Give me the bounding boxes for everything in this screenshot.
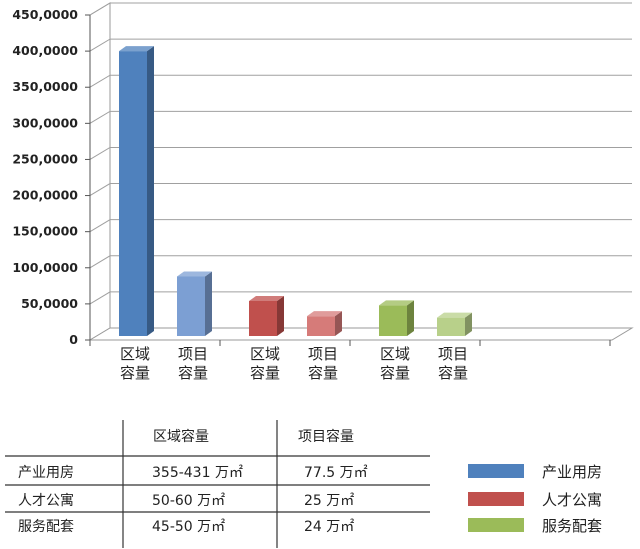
- y-tick-label: 150,0000: [12, 224, 78, 239]
- bar-side: [335, 311, 342, 336]
- legend-swatch-apartment: [468, 492, 524, 506]
- bar-front: [437, 317, 465, 336]
- x-category-label: 区域: [120, 345, 150, 363]
- gridline: [89, 219, 632, 233]
- bar-top: [119, 46, 154, 52]
- legend-label: 产业用房: [542, 463, 603, 481]
- chart-floor: [88, 327, 634, 341]
- table-cell-project: 24 万㎡: [304, 519, 355, 535]
- gridline: [89, 2, 632, 16]
- x-category-label: 容量: [250, 364, 280, 382]
- y-tick-label: 300,0000: [12, 115, 78, 130]
- x-category-label: 区域: [380, 345, 410, 363]
- y-tick-label: 0: [69, 332, 78, 347]
- x-category-label: 容量: [178, 364, 208, 382]
- bar-front: [307, 316, 335, 336]
- bar-top: [177, 271, 212, 277]
- chart-bars: [119, 46, 472, 336]
- y-tick-label: 250,0000: [12, 151, 78, 166]
- x-category-label: 项目: [178, 345, 208, 363]
- bar-front: [177, 276, 205, 336]
- table-row-name: 服务配套: [18, 519, 74, 535]
- bar-side: [407, 300, 414, 336]
- y-tick-label: 350,0000: [12, 79, 78, 94]
- gridline: [89, 255, 632, 269]
- table-row-name: 人才公寓: [18, 493, 74, 509]
- table-cell-project: 77.5 万㎡: [304, 465, 368, 481]
- bar: [437, 312, 472, 336]
- table-cell-region: 45-50 万㎡: [152, 519, 226, 535]
- y-tick-label: 100,0000: [12, 260, 78, 275]
- bar-front: [249, 301, 277, 336]
- gridline: [89, 38, 632, 52]
- y-axis-tick-labels: 0 50,0000 100,0000 150,0000 200,0000 250,0000…: [12, 7, 78, 347]
- table-header-project: 项目容量: [298, 429, 354, 445]
- y-tick-label: 200,0000: [12, 188, 78, 203]
- bar-front: [379, 305, 407, 336]
- gridline: [89, 74, 632, 88]
- bar-side: [205, 271, 212, 336]
- bar-side: [465, 312, 472, 336]
- gridline: [89, 291, 632, 305]
- chart-side-wall: [89, 2, 111, 341]
- bar: [177, 271, 212, 336]
- bar: [119, 46, 154, 336]
- y-tick-label: 400,0000: [12, 43, 78, 58]
- x-category-label: 容量: [438, 364, 468, 382]
- bar-side: [147, 46, 154, 336]
- legend-label: 人才公寓: [542, 491, 603, 509]
- legend-swatch-service: [468, 518, 524, 532]
- bar-top: [249, 296, 284, 301]
- bar-chart: 0 50,0000 100,0000 150,0000 200,0000 250,0000…: [12, 2, 634, 382]
- bar: [249, 296, 284, 336]
- y-tick-label: 50,0000: [21, 296, 78, 311]
- gridline: [89, 183, 632, 196]
- y-tick-label: 450,0000: [12, 7, 78, 22]
- bar-side: [277, 296, 284, 336]
- table-cell-region: 50-60 万㎡: [152, 493, 226, 509]
- x-category-label: 区域: [250, 345, 280, 363]
- x-category-label: 容量: [120, 364, 150, 382]
- legend-swatch-industrial: [468, 464, 524, 478]
- x-category-label: 容量: [380, 364, 410, 382]
- x-category-label: 项目: [308, 345, 338, 363]
- table-cell-region: 355-431 万㎡: [152, 465, 243, 481]
- legend-label: 服务配套: [542, 517, 603, 535]
- table-header-region: 区域容量: [153, 429, 209, 445]
- chart-gridlines: [85, 2, 634, 346]
- gridline: [89, 146, 632, 160]
- x-category-label: 项目: [438, 345, 468, 363]
- bar-top: [379, 300, 414, 306]
- bar-top: [437, 312, 472, 318]
- table-cell-project: 25 万㎡: [304, 493, 355, 509]
- gridline: [89, 110, 632, 124]
- bar-top: [307, 311, 342, 317]
- bar: [379, 300, 414, 336]
- bar-front: [119, 51, 147, 336]
- x-category-label: 容量: [308, 364, 338, 382]
- bar: [307, 311, 342, 336]
- table-row-name: 产业用房: [18, 465, 74, 481]
